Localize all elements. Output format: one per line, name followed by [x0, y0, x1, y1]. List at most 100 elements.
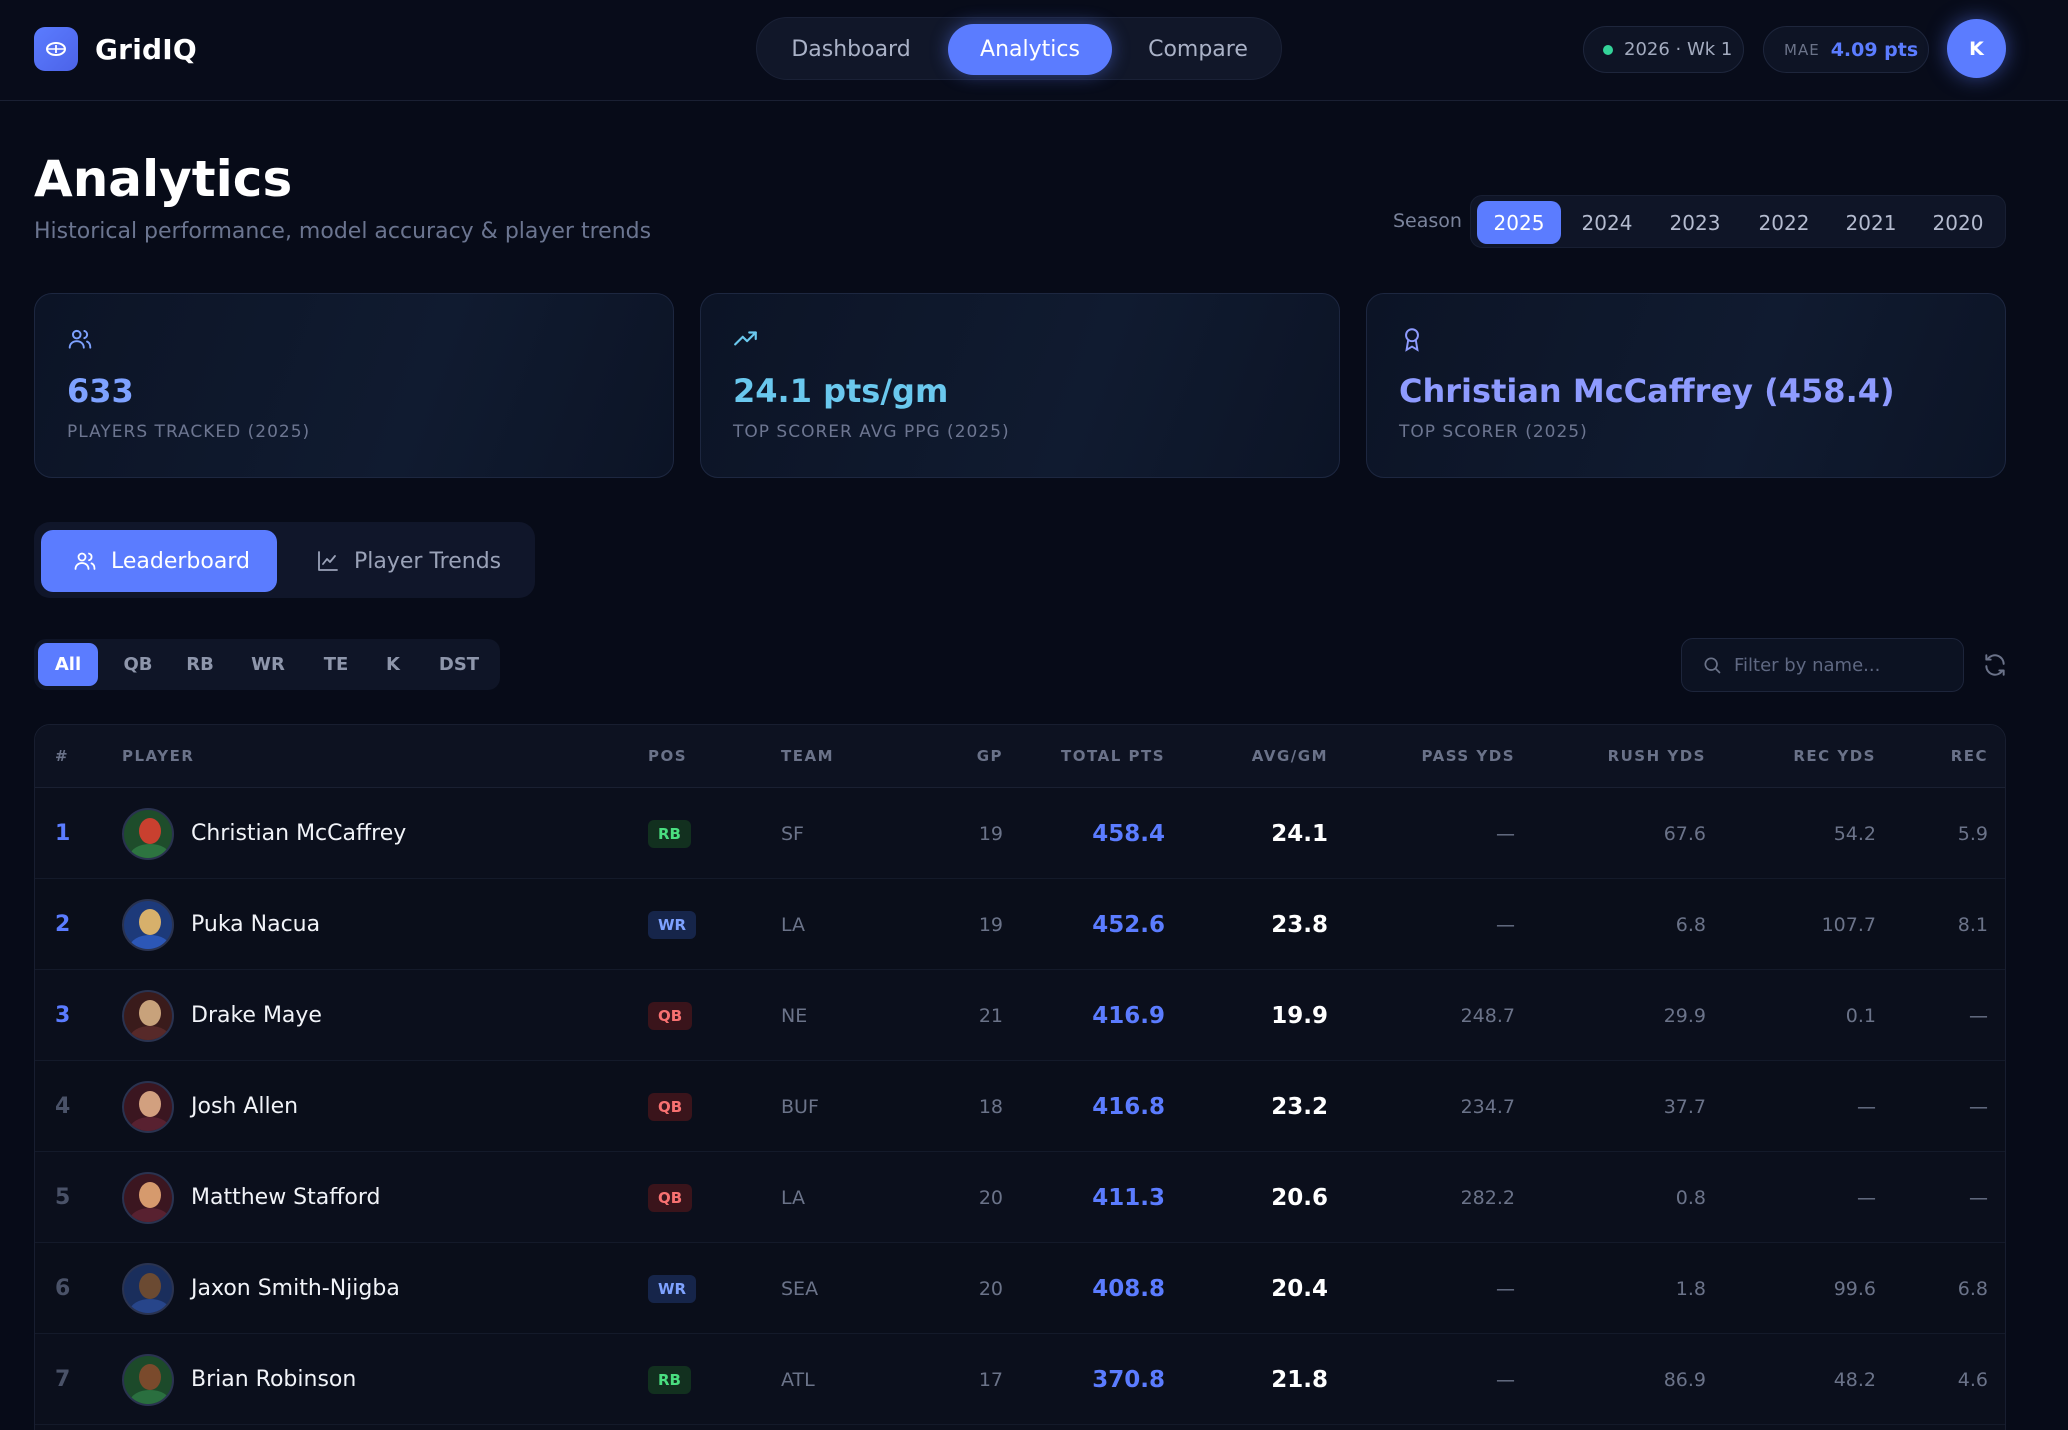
- tab-leaderboard[interactable]: Leaderboard: [41, 530, 277, 592]
- row-avg-gm: 21.8: [1271, 1366, 1328, 1393]
- user-avatar[interactable]: K: [1947, 19, 2006, 78]
- filter-all[interactable]: All: [38, 643, 98, 686]
- position-badge: RB: [648, 788, 691, 879]
- col-avg-gm[interactable]: AVG/GM: [1251, 747, 1328, 765]
- col-rec[interactable]: REC: [1950, 747, 1988, 765]
- row-gp: 18: [978, 1095, 1003, 1118]
- row-rec: 5.9: [1957, 822, 1988, 845]
- filter-qb[interactable]: QB: [123, 654, 153, 675]
- table-row[interactable]: 5 Matthew Stafford QB LA 20 411.3 20.6 282.2 0.8…: [35, 1152, 2005, 1243]
- row-pass-yds: —: [1496, 1368, 1515, 1391]
- tab-analytics[interactable]: Analytics: [948, 24, 1112, 75]
- table-row[interactable]: 2 Puka Nacua WR LA 19 452.6 23.8 — 6.8 107.7 8.1: [35, 879, 2005, 970]
- row-rush-yds: 67.6: [1663, 822, 1706, 845]
- brand-name: GridIQ: [95, 32, 197, 66]
- row-rec-yds: —: [1857, 1095, 1876, 1118]
- col-player[interactable]: PLAYER: [122, 747, 195, 765]
- award-icon: [1399, 326, 1425, 356]
- position-badge: QB: [648, 1061, 693, 1152]
- row-player[interactable]: Brian Robinson: [122, 1334, 356, 1425]
- row-rec: —: [1969, 1004, 1988, 1027]
- col-pos[interactable]: POS: [648, 747, 688, 765]
- table-row[interactable]: 7 Brian Robinson RB ATL 17 370.8 21.8 — 86.9 48.2…: [35, 1334, 2005, 1425]
- player-avatar: [122, 989, 174, 1042]
- row-rank: 2: [55, 912, 71, 937]
- position-label: RB: [648, 1365, 691, 1394]
- col-rec-yds[interactable]: REC YDS: [1793, 747, 1876, 765]
- users-icon: [67, 326, 93, 356]
- filter-rb[interactable]: RB: [186, 654, 214, 675]
- row-avg-gm: 19.9: [1271, 1002, 1328, 1029]
- row-rank: 6: [55, 1276, 71, 1301]
- row-rec: 6.8: [1957, 1277, 1988, 1300]
- row-rush-yds: 6.8: [1675, 913, 1706, 936]
- filter-wr[interactable]: WR: [251, 654, 285, 675]
- row-player[interactable]: Puka Nacua: [122, 879, 320, 970]
- position-badge: QB: [648, 970, 693, 1061]
- season-2020[interactable]: 2020: [1932, 210, 1984, 235]
- search-box: [1681, 638, 1964, 692]
- row-team: BUF: [781, 1095, 819, 1118]
- tab-dashboard[interactable]: Dashboard: [791, 37, 911, 62]
- position-label: RB: [648, 819, 691, 848]
- row-team: SEA: [781, 1277, 819, 1300]
- tab-compare[interactable]: Compare: [1148, 37, 1248, 62]
- col-rush-yds[interactable]: RUSH YDS: [1607, 747, 1706, 765]
- row-player[interactable]: Matthew Stafford: [122, 1152, 381, 1243]
- row-rank: 4: [55, 1094, 71, 1119]
- row-player[interactable]: Jaxon Smith-Njigba: [122, 1243, 400, 1334]
- row-avg-gm: 20.6: [1271, 1184, 1328, 1211]
- search-input[interactable]: [1734, 654, 1944, 676]
- col-team[interactable]: TEAM: [781, 747, 835, 765]
- player-avatar: [122, 1080, 174, 1133]
- player-name: Christian McCaffrey: [191, 821, 407, 846]
- row-player[interactable]: Josh Allen: [122, 1061, 298, 1152]
- table-row[interactable]: 4 Josh Allen QB BUF 18 416.8 23.2 234.7 37.7 — —: [35, 1061, 2005, 1152]
- top-avg-ppg-label: TOP SCORER AVG PPG (2025): [733, 422, 1010, 442]
- top-avg-ppg-value: 24.1 pts/gm: [733, 372, 949, 410]
- season-2023[interactable]: 2023: [1669, 210, 1721, 235]
- row-rank: 5: [55, 1185, 71, 1210]
- row-avg-gm: 20.4: [1271, 1275, 1328, 1302]
- tab-player-trends[interactable]: Player Trends: [284, 530, 524, 592]
- col-pass-yds[interactable]: PASS YDS: [1421, 747, 1515, 765]
- row-rec: 4.6: [1957, 1368, 1988, 1391]
- position-label: WR: [648, 1274, 697, 1303]
- row-player[interactable]: Christian McCaffrey: [122, 788, 406, 879]
- position-label: QB: [648, 1092, 693, 1121]
- table-row[interactable]: 1 Christian McCaffrey RB SF 19 458.4 24.1 — 67.6…: [35, 788, 2005, 879]
- trending-up-icon: [733, 326, 759, 356]
- stat-card-avg-ppg: 24.1 pts/gm TOP SCORER AVG PPG (2025): [700, 293, 1340, 478]
- row-rush-yds: 0.8: [1675, 1186, 1706, 1209]
- row-player[interactable]: Drake Maye: [122, 970, 322, 1061]
- season-2022[interactable]: 2022: [1758, 210, 1810, 235]
- row-total-pts: 416.8: [1092, 1093, 1165, 1120]
- row-avg-gm: 23.8: [1271, 911, 1328, 938]
- position-badge: RB: [648, 1334, 691, 1425]
- position-label: QB: [648, 1183, 693, 1212]
- position-label: QB: [648, 1001, 693, 1030]
- row-rush-yds: 37.7: [1663, 1095, 1706, 1118]
- row-pass-yds: —: [1496, 1277, 1515, 1300]
- col-rank[interactable]: #: [55, 747, 70, 765]
- table-row[interactable]: 3 Drake Maye QB NE 21 416.9 19.9 248.7 29.9 0.1 —: [35, 970, 2005, 1061]
- season-2024[interactable]: 2024: [1581, 210, 1633, 235]
- mae-label: MAE: [1784, 40, 1820, 59]
- mae-value: 4.09 pts: [1830, 38, 1919, 61]
- tab-leaderboard-label: Leaderboard: [111, 548, 250, 574]
- season-2025[interactable]: 2025: [1477, 201, 1561, 244]
- filter-k[interactable]: K: [386, 654, 400, 675]
- row-gp: 20: [978, 1277, 1003, 1300]
- brand-logo[interactable]: GridIQ: [34, 27, 197, 71]
- players-tracked-value: 633: [67, 372, 134, 410]
- position-label: WR: [648, 910, 697, 939]
- filter-te[interactable]: TE: [323, 654, 349, 675]
- table-row[interactable]: 6 Jaxon Smith-Njigba WR SEA 20 408.8 20.4 — 1.8 9…: [35, 1243, 2005, 1334]
- page-subtitle: Historical performance, model accuracy &…: [34, 219, 652, 244]
- col-gp[interactable]: GP: [976, 747, 1003, 765]
- col-total-pts[interactable]: TOTAL PTS: [1061, 747, 1165, 765]
- view-tabs: Leaderboard Player Trends: [34, 522, 535, 598]
- filter-dst[interactable]: DST: [438, 654, 480, 675]
- season-2021[interactable]: 2021: [1845, 210, 1897, 235]
- refresh-icon[interactable]: [1982, 652, 2008, 678]
